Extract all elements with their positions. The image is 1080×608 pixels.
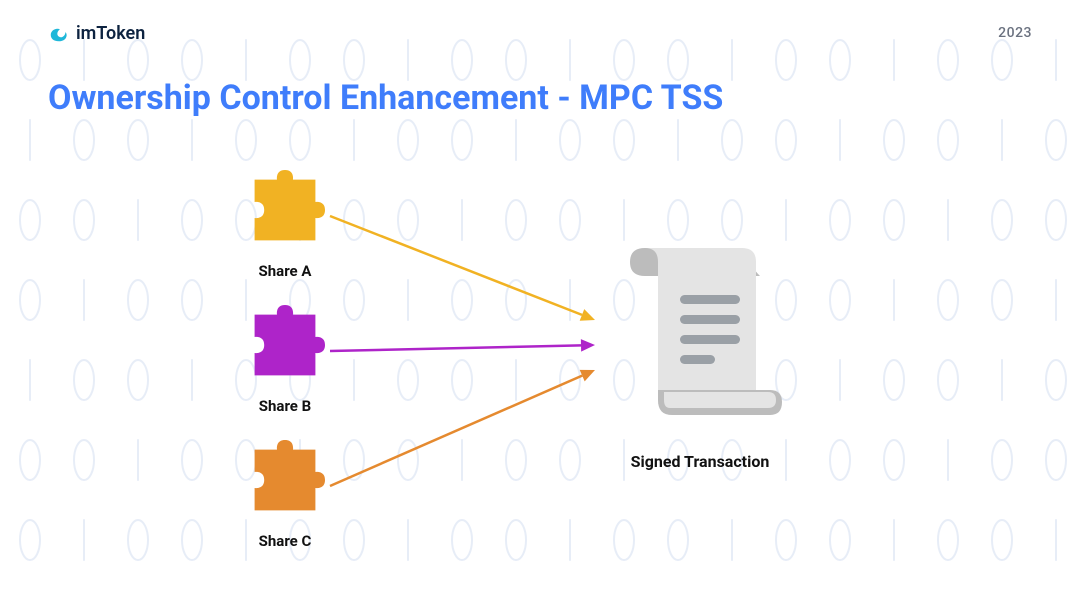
brand-logo-icon [48, 22, 70, 44]
signed-transaction-label: Signed Transaction [610, 452, 790, 471]
slide-year: 2023 [998, 25, 1032, 41]
share-c-label: Share C [235, 532, 335, 550]
diagram: Share A Share B Share C Signed Transacti… [0, 140, 1080, 608]
share-a-label: Share A [235, 262, 335, 280]
scroll-icon [610, 240, 790, 430]
puzzle-icon [245, 305, 325, 385]
signed-transaction: Signed Transaction [610, 240, 790, 471]
puzzle-icon [245, 440, 325, 520]
slide-header: imToken 2023 [48, 22, 1032, 44]
brand-name: imToken [76, 23, 145, 44]
share-a: Share A [235, 170, 335, 280]
share-b-label: Share B [235, 397, 335, 415]
share-c: Share C [235, 440, 335, 550]
puzzle-icon [245, 170, 325, 250]
share-b: Share B [235, 305, 335, 415]
slide-title: Ownership Control Enhancement - MPC TSS [48, 78, 723, 118]
arrows-layer [0, 140, 1080, 608]
brand: imToken [48, 22, 145, 44]
